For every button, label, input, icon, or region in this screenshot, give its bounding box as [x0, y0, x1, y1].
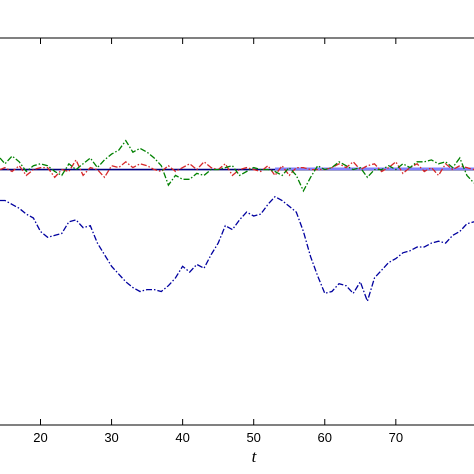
x-tick-label: 60: [318, 430, 332, 445]
series-line-4: [0, 139, 474, 193]
x-tick-label: 30: [104, 430, 118, 445]
series-line-5: [0, 195, 474, 304]
x-tick-label: 70: [389, 430, 403, 445]
x-tick-label: 20: [33, 430, 47, 445]
x-axis-label: t: [252, 447, 258, 466]
series-layer: [0, 139, 474, 304]
x-tick-label: 40: [175, 430, 189, 445]
x-axis: 20 30 40 50 60 70: [33, 38, 403, 445]
plot-frame: [0, 37, 474, 426]
x-tick-label: 50: [246, 430, 260, 445]
series-line-3: [0, 158, 474, 179]
